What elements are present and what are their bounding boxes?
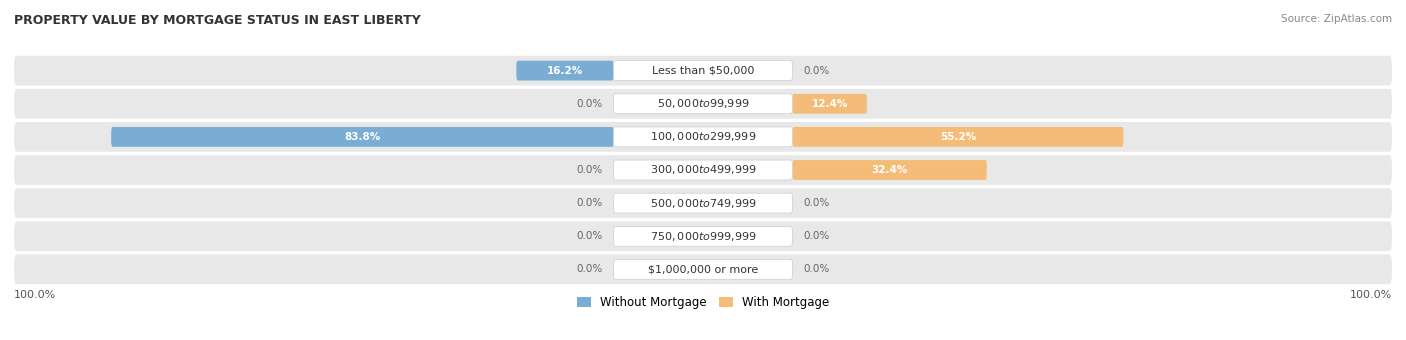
FancyBboxPatch shape xyxy=(14,254,1392,284)
Text: Less than $50,000: Less than $50,000 xyxy=(652,66,754,75)
FancyBboxPatch shape xyxy=(613,226,793,246)
Text: 0.0%: 0.0% xyxy=(576,265,603,274)
Text: PROPERTY VALUE BY MORTGAGE STATUS IN EAST LIBERTY: PROPERTY VALUE BY MORTGAGE STATUS IN EAS… xyxy=(14,14,420,27)
Text: $1,000,000 or more: $1,000,000 or more xyxy=(648,265,758,274)
Text: $50,000 to $99,999: $50,000 to $99,999 xyxy=(657,97,749,110)
Text: 0.0%: 0.0% xyxy=(803,231,830,241)
Text: $100,000 to $299,999: $100,000 to $299,999 xyxy=(650,130,756,143)
Text: 0.0%: 0.0% xyxy=(576,99,603,109)
FancyBboxPatch shape xyxy=(613,259,793,279)
Text: 12.4%: 12.4% xyxy=(811,99,848,109)
FancyBboxPatch shape xyxy=(14,155,1392,185)
Text: 0.0%: 0.0% xyxy=(576,165,603,175)
FancyBboxPatch shape xyxy=(14,188,1392,218)
Text: 0.0%: 0.0% xyxy=(803,265,830,274)
FancyBboxPatch shape xyxy=(14,221,1392,251)
FancyBboxPatch shape xyxy=(14,89,1392,119)
Text: 0.0%: 0.0% xyxy=(803,66,830,75)
FancyBboxPatch shape xyxy=(613,193,793,213)
FancyBboxPatch shape xyxy=(613,61,793,81)
Text: 100.0%: 100.0% xyxy=(1350,290,1392,300)
Text: Source: ZipAtlas.com: Source: ZipAtlas.com xyxy=(1281,14,1392,23)
FancyBboxPatch shape xyxy=(793,94,868,114)
FancyBboxPatch shape xyxy=(14,56,1392,86)
Text: 16.2%: 16.2% xyxy=(547,66,583,75)
Text: 0.0%: 0.0% xyxy=(576,198,603,208)
Text: $500,000 to $749,999: $500,000 to $749,999 xyxy=(650,197,756,210)
Text: 55.2%: 55.2% xyxy=(939,132,976,142)
Text: $750,000 to $999,999: $750,000 to $999,999 xyxy=(650,230,756,243)
Text: 32.4%: 32.4% xyxy=(872,165,908,175)
Text: 83.8%: 83.8% xyxy=(344,132,381,142)
FancyBboxPatch shape xyxy=(793,160,987,180)
FancyBboxPatch shape xyxy=(793,127,1123,147)
FancyBboxPatch shape xyxy=(613,94,793,114)
Text: 0.0%: 0.0% xyxy=(576,231,603,241)
Text: 100.0%: 100.0% xyxy=(14,290,56,300)
Text: 0.0%: 0.0% xyxy=(803,198,830,208)
FancyBboxPatch shape xyxy=(111,127,613,147)
FancyBboxPatch shape xyxy=(14,122,1392,152)
FancyBboxPatch shape xyxy=(516,61,613,81)
Legend: Without Mortgage, With Mortgage: Without Mortgage, With Mortgage xyxy=(572,291,834,314)
Text: $300,000 to $499,999: $300,000 to $499,999 xyxy=(650,164,756,176)
FancyBboxPatch shape xyxy=(613,127,793,147)
FancyBboxPatch shape xyxy=(613,160,793,180)
